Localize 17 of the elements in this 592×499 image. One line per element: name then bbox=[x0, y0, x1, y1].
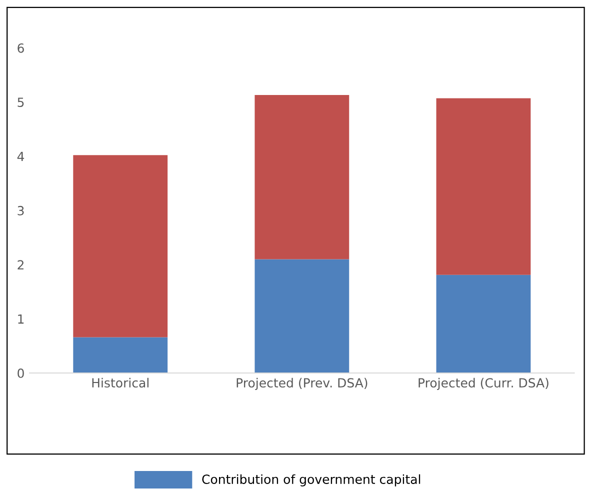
y-tick-label: 0 bbox=[18, 368, 24, 378]
x-tick-label: Historical bbox=[92, 378, 148, 388]
bar bbox=[254, 95, 350, 260]
bar bbox=[436, 98, 531, 275]
y-tick-label: 4 bbox=[17, 152, 24, 162]
legend-label: Contribution of government capital bbox=[202, 474, 420, 486]
bar bbox=[436, 274, 531, 374]
bar bbox=[254, 259, 350, 374]
x-tick-label: Projected (Prev. DSA) bbox=[236, 378, 368, 390]
y-tick-label: 1 bbox=[18, 314, 24, 324]
y-tick-label: 2 bbox=[18, 260, 24, 270]
y-tick-label: 3 bbox=[18, 206, 24, 216]
x-tick-label: Projected (Curr. DSA) bbox=[418, 378, 548, 390]
bar bbox=[73, 155, 168, 338]
y-tick-label: 6 bbox=[18, 43, 24, 53]
y-tick-label: 5 bbox=[18, 98, 24, 108]
bar bbox=[73, 337, 168, 374]
